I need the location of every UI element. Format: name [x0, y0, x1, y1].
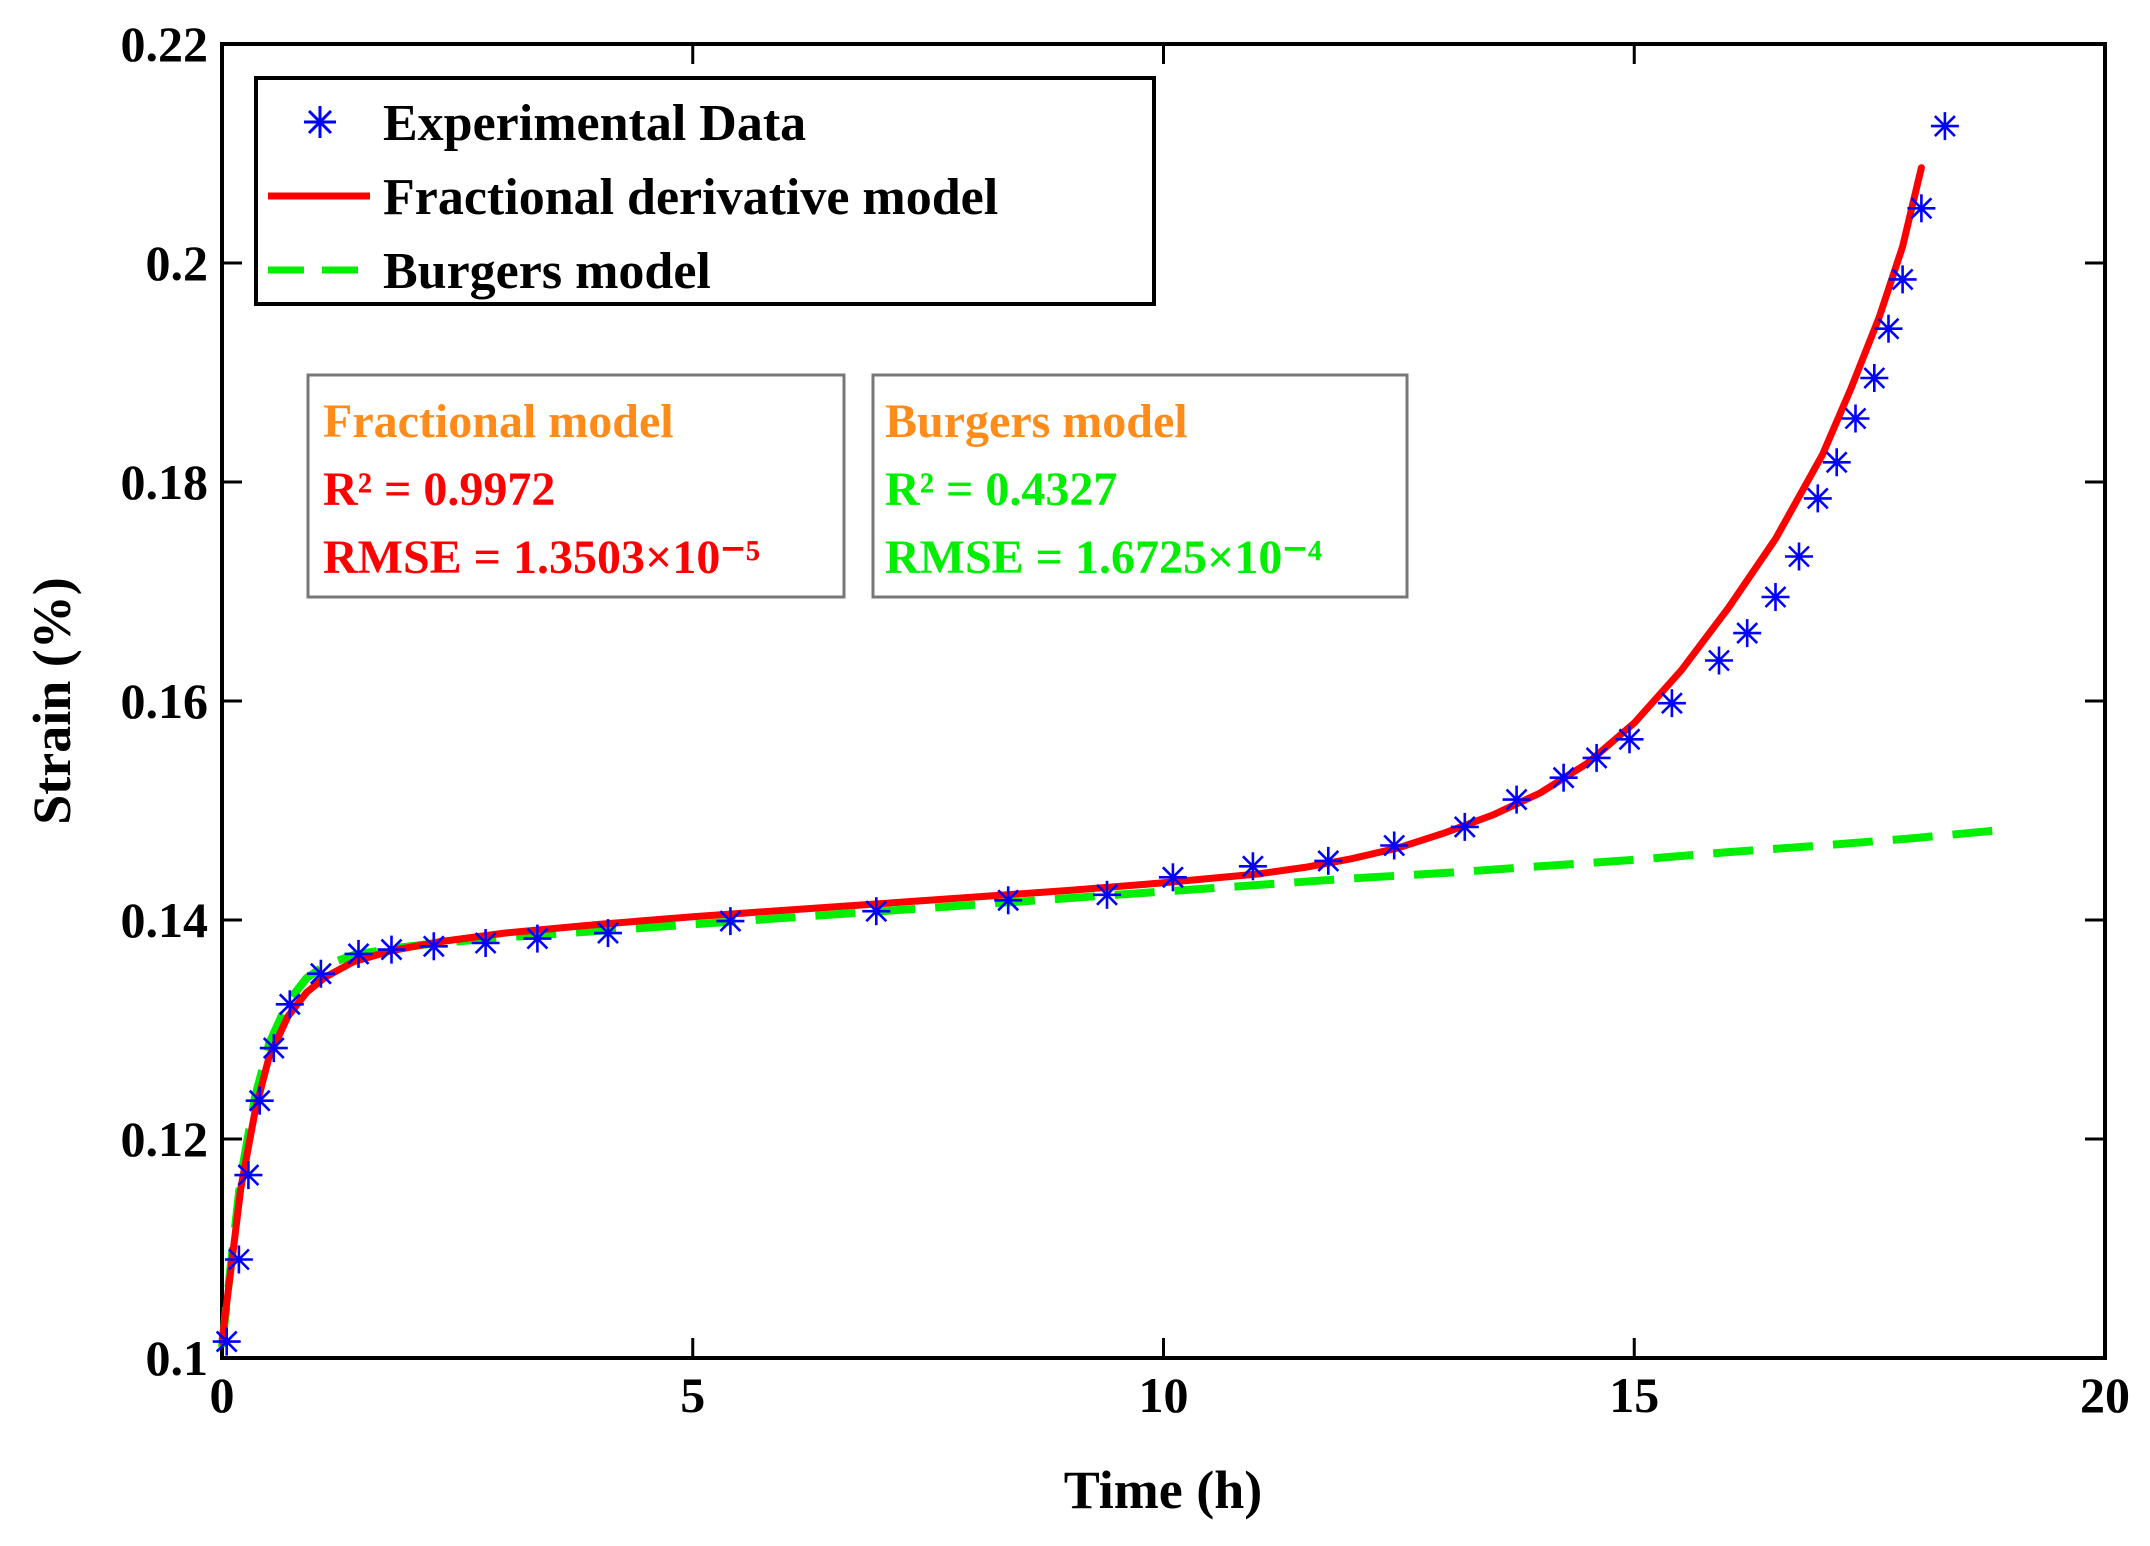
- legend: Experimental Data Fractional derivative …: [254, 76, 1156, 306]
- experimental-point: [1907, 194, 1936, 223]
- y-tick-label: 0.18: [121, 454, 209, 510]
- series-layer: [212, 112, 2012, 1356]
- experimental-point: [1314, 846, 1343, 875]
- experimental-point: [1238, 852, 1267, 881]
- experimental-point: [1615, 725, 1644, 754]
- experimental-point: [523, 924, 552, 953]
- experimental-point: [1549, 763, 1578, 792]
- y-tick-label: 0.16: [121, 673, 209, 729]
- legend-marker-experimental: [304, 106, 336, 138]
- experimental-point: [1093, 880, 1121, 909]
- experimental-point: [259, 1034, 288, 1063]
- legend-label-experimental: Experimental Data: [383, 95, 806, 152]
- legend-label-fractional: Fractional derivative model: [383, 169, 998, 226]
- experimental-point: [245, 1086, 274, 1115]
- experimental-point: [1502, 785, 1531, 814]
- experimental-point: [1785, 542, 1813, 571]
- experimental-point: [1860, 364, 1889, 392]
- x-tick-label: 0: [210, 1367, 235, 1423]
- annotation-burgers-rmse: RMSE = 1.6725×10⁻⁴: [885, 531, 1322, 584]
- annotation-fractional-rmse: RMSE = 1.3503×10⁻⁵: [323, 531, 760, 584]
- y-tick-label: 0.22: [121, 16, 209, 72]
- experimental-point: [716, 907, 745, 936]
- experimental-point: [224, 1245, 253, 1274]
- experimental-point: [1158, 863, 1187, 892]
- experimental-point: [1582, 743, 1611, 772]
- experimental-point: [1450, 812, 1479, 841]
- experimental-point: [275, 990, 304, 1019]
- experimental-point: [212, 1327, 241, 1356]
- y-tick-label: 0.12: [121, 1111, 209, 1167]
- experimental-point: [1803, 484, 1832, 513]
- x-tick-label: 5: [680, 1367, 705, 1423]
- experimental-point: [1888, 265, 1917, 294]
- x-axis-title: Time (h): [1064, 1460, 1263, 1520]
- legend-box: [254, 76, 1156, 306]
- annotation-fractional: Fractional model R² = 0.9972 RMSE = 1.35…: [306, 373, 846, 599]
- series-burgers-line: [218, 825, 2012, 1348]
- annotation-fractional-title: Fractional model: [323, 395, 674, 448]
- experimental-point: [419, 932, 448, 961]
- annotation-fractional-r2: R² = 0.9972: [323, 463, 555, 516]
- y-tick-label: 0.2: [146, 235, 209, 291]
- y-axis-title: Strain (%): [22, 577, 82, 824]
- annotation-burgers: Burgers model R² = 0.4327 RMSE = 1.6725×…: [871, 373, 1409, 599]
- y-tick-label: 0.1: [146, 1330, 209, 1386]
- experimental-point: [1874, 314, 1903, 343]
- x-tick-label: 15: [1609, 1367, 1659, 1423]
- experimental-point: [1841, 404, 1870, 433]
- axis-ticks: 0 5 10 15 20 0.1 0.12 0.14 0.16 0.18 0.2 0.22: [121, 16, 2131, 1423]
- experimental-point: [1705, 646, 1733, 675]
- x-tick-label: 10: [1139, 1367, 1189, 1423]
- experimental-point: [234, 1161, 263, 1190]
- experimental-point: [471, 929, 500, 957]
- experimental-point: [1657, 689, 1686, 718]
- experimental-point: [1930, 112, 1959, 141]
- experimental-point: [1822, 448, 1851, 477]
- experimental-point: [994, 886, 1023, 915]
- annotation-burgers-r2: R² = 0.4327: [885, 463, 1117, 516]
- experimental-point: [862, 897, 891, 926]
- experimental-point: [377, 935, 406, 964]
- annotation-burgers-box: [871, 373, 1409, 599]
- legend-label-burgers: Burgers model: [383, 243, 711, 300]
- y-tick-label: 0.14: [121, 892, 209, 948]
- x-tick-label: 20: [2080, 1367, 2130, 1423]
- experimental-point: [344, 939, 373, 968]
- experimental-point: [1733, 619, 1762, 648]
- annotation-fractional-box: [306, 373, 846, 599]
- experimental-point: [1761, 583, 1790, 611]
- annotation-burgers-title: Burgers model: [885, 395, 1188, 448]
- experimental-point: [1380, 831, 1409, 860]
- experimental-point: [306, 959, 335, 988]
- experimental-point: [594, 919, 622, 948]
